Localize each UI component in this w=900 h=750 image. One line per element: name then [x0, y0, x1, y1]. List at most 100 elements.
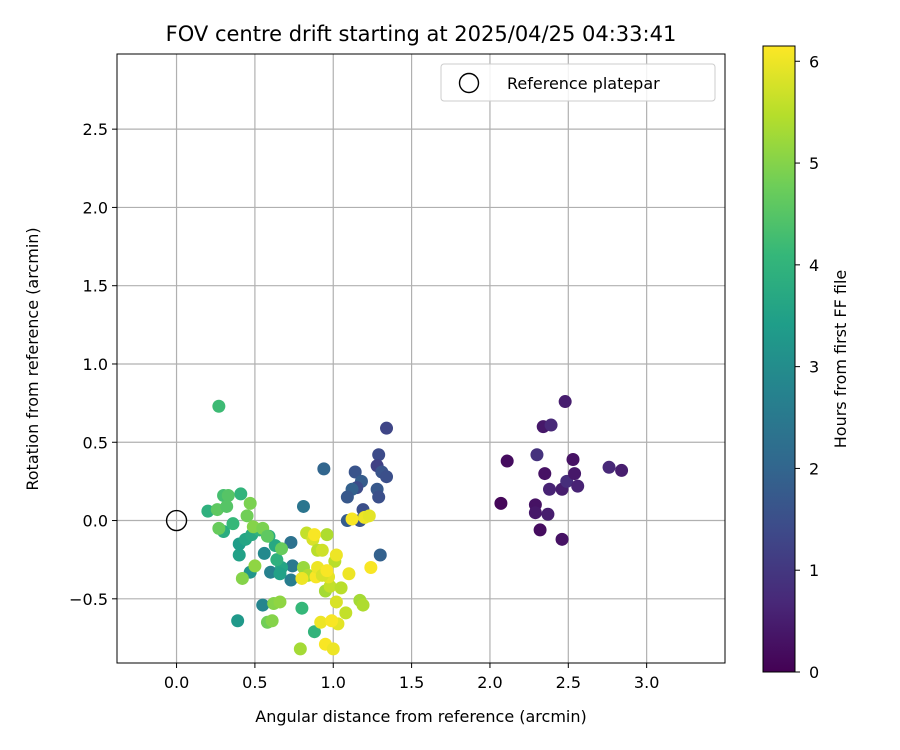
data-point: [235, 571, 249, 585]
data-point: [295, 601, 309, 615]
data-point: [530, 448, 544, 462]
data-point: [558, 395, 572, 409]
reference-platepar-marker: [165, 509, 188, 532]
data-point: [273, 567, 287, 581]
colorbar-ticks: 0 1 2 3 4 5 6: [795, 52, 819, 682]
data-point: [284, 535, 298, 549]
data-point: [265, 614, 279, 628]
data-point: [234, 487, 248, 501]
x-tick-label: 2.5: [556, 673, 581, 692]
grid-lines: [117, 54, 725, 663]
data-point: [240, 509, 254, 523]
y-axis-ticks: −0.5 0.0 0.5 1.0 1.5 2.0 2.5: [69, 120, 117, 609]
x-tick-label: 1.5: [399, 673, 424, 692]
data-points: [201, 395, 629, 656]
colorbar-tick-label: 5: [809, 154, 819, 173]
data-point: [356, 598, 370, 612]
data-point: [221, 488, 235, 502]
data-point: [602, 460, 616, 474]
data-point: [212, 399, 226, 413]
colorbar-tick-label: 4: [809, 256, 819, 275]
data-point: [232, 548, 246, 562]
data-point: [373, 548, 387, 562]
data-point: [380, 470, 394, 484]
data-point: [541, 507, 555, 521]
x-tick-label: 0.5: [242, 673, 267, 692]
data-point: [364, 561, 378, 575]
colorbar-tick-label: 2: [809, 459, 819, 478]
plot-frame: [116, 53, 726, 664]
y-tick-label: 0.5: [83, 433, 108, 452]
data-point: [339, 606, 353, 620]
data-point: [342, 567, 356, 581]
data-point: [314, 615, 328, 629]
legend-marker-reference: [458, 72, 480, 94]
data-point: [372, 490, 386, 504]
legend-box: [440, 63, 716, 102]
chart-title: FOV centre drift starting at 2025/04/25 …: [166, 22, 677, 46]
y-tick-label: 1.0: [83, 355, 108, 374]
y-tick-label: 2.5: [83, 120, 108, 139]
data-point: [362, 509, 376, 523]
data-point: [243, 496, 257, 510]
y-tick-label: 0.0: [83, 512, 108, 531]
x-axis-ticks: 0.0 0.5 1.0 1.5 2.0 2.5 3.0: [164, 663, 659, 692]
data-point: [320, 564, 334, 578]
data-point: [231, 614, 245, 628]
legend-label-reference: Reference platepar: [507, 74, 660, 93]
data-point: [257, 546, 271, 560]
data-point: [566, 452, 580, 466]
colorbar-tick-label: 1: [809, 561, 819, 580]
x-axis-label: Angular distance from reference (arcmin): [255, 707, 586, 726]
data-point: [212, 521, 226, 535]
x-tick-label: 0.0: [164, 673, 189, 692]
data-point: [320, 528, 334, 542]
data-point: [494, 496, 508, 510]
data-point: [544, 418, 558, 432]
data-point: [273, 595, 287, 609]
data-point: [260, 529, 274, 543]
y-axis-label: Rotation from reference (arcmin): [23, 227, 42, 490]
data-point: [380, 421, 394, 435]
data-point: [315, 543, 329, 557]
x-tick-label: 1.0: [321, 673, 346, 692]
data-point: [334, 581, 348, 595]
data-point: [542, 482, 556, 496]
data-point: [286, 559, 300, 573]
data-point: [275, 542, 289, 556]
colorbar-tick-label: 3: [809, 358, 819, 377]
data-point: [307, 625, 321, 639]
x-tick-label: 2.0: [477, 673, 502, 692]
data-point: [533, 523, 547, 537]
data-point: [295, 571, 309, 585]
data-point: [326, 642, 340, 656]
data-point: [284, 573, 298, 587]
data-point: [615, 463, 629, 477]
data-point: [248, 559, 262, 573]
data-point: [348, 465, 362, 479]
reference-marker: [165, 509, 188, 532]
data-point: [329, 595, 343, 609]
data-point: [329, 548, 343, 562]
colorbar-tick-label: 6: [809, 52, 819, 71]
data-point: [500, 454, 514, 468]
y-tick-label: 1.5: [83, 277, 108, 296]
colorbar-tick-label: 0: [809, 663, 819, 682]
data-point: [538, 467, 552, 481]
y-tick-label: −0.5: [69, 590, 108, 609]
colorbar: [762, 45, 796, 673]
data-point: [296, 499, 310, 513]
data-point: [340, 490, 354, 504]
data-point: [220, 499, 234, 513]
data-point: [555, 532, 569, 546]
data-point: [325, 614, 339, 628]
data-point: [317, 462, 331, 476]
x-tick-label: 3.0: [634, 673, 659, 692]
data-point: [568, 467, 582, 481]
colorbar-label: Hours from first FF file: [831, 270, 850, 449]
data-point: [571, 479, 585, 493]
data-point: [256, 598, 270, 612]
legend: Reference platepar: [440, 63, 716, 102]
data-point: [293, 642, 307, 656]
